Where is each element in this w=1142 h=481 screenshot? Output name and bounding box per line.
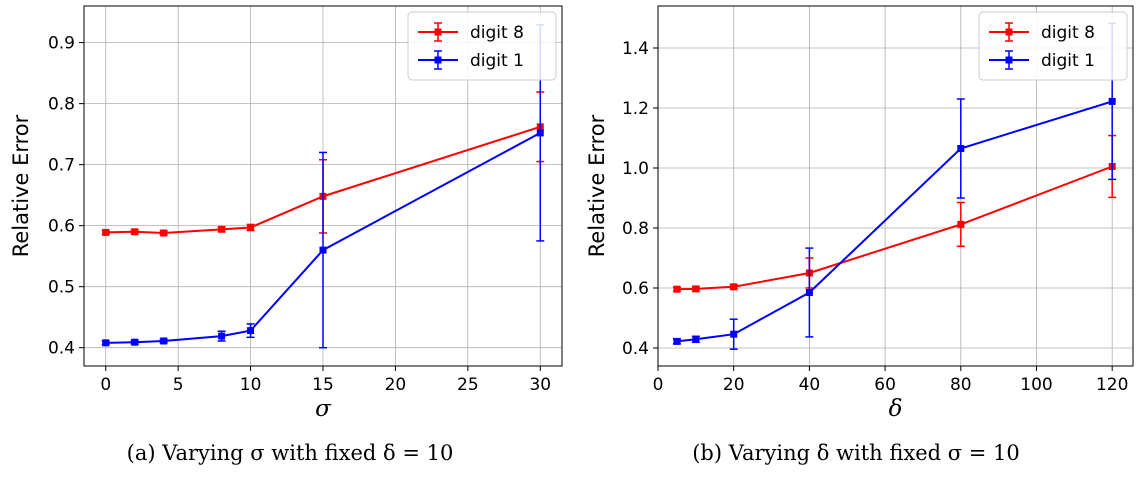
y-tick-label-b: 0.4 <box>622 339 649 359</box>
x-tick-label-b: 0 <box>653 375 664 395</box>
data-point-a-1 <box>536 129 544 137</box>
panel-a-chart: 0 5 10 15 20 25 30 0.4 0.5 0.6 0.7 0.8 0.9 σ Relative … <box>9 5 563 422</box>
y-tick-label-a: 0.6 <box>48 217 75 237</box>
x-tick-label-b: 120 <box>1096 375 1128 395</box>
x-tick-label-a: 25 <box>457 375 479 395</box>
x-axis-label-b: δ <box>889 396 903 422</box>
y-tick-label-b: 1.4 <box>622 39 649 59</box>
data-point-a-1 <box>218 332 226 340</box>
x-tick-label-b: 80 <box>950 375 972 395</box>
y-tick-label-b: 0.8 <box>622 219 649 239</box>
data-point-b-1 <box>692 335 700 343</box>
caption-a: (a) Varying σ with fixed δ = 10 <box>127 441 454 465</box>
panel-b-chart: 0 20 40 60 80 100 120 0.4 0.6 0.8 1.0 1.2 1.4 δ Relati… <box>585 5 1134 422</box>
x-tick-label-b: 100 <box>1020 375 1052 395</box>
legend-marker-a-0 <box>434 28 442 36</box>
legend-box-a <box>407 11 557 81</box>
legend-marker-b-1 <box>1005 56 1013 64</box>
x-tick-label-a: 30 <box>529 375 551 395</box>
legend-label-b-0: digit 8 <box>1041 23 1095 43</box>
data-point-b-1 <box>1108 97 1116 105</box>
legend-box-b <box>978 11 1128 81</box>
x-tick-label-a: 0 <box>100 375 111 395</box>
data-point-a-0 <box>131 228 139 236</box>
plot-frame-a <box>83 5 563 367</box>
y-tick-label-a: 0.7 <box>48 156 75 176</box>
y-tick-label-b: 0.6 <box>622 279 649 299</box>
data-point-a-0 <box>160 229 168 237</box>
y-tick-label-a: 0.5 <box>48 278 75 298</box>
data-point-a-1 <box>131 338 139 346</box>
data-point-a-1 <box>102 339 110 347</box>
data-point-b-0 <box>673 285 681 293</box>
legend-marker-b-0 <box>1005 28 1013 36</box>
series-line-b-1 <box>676 100 1113 343</box>
y-tick-label-b: 1.0 <box>622 159 649 179</box>
data-point-b-1 <box>805 289 813 296</box>
x-tick-label-a: 5 <box>173 375 184 395</box>
data-point-a-1 <box>319 246 327 254</box>
x-tick-label-a: 20 <box>385 375 407 395</box>
x-tick-label-b: 40 <box>799 375 821 395</box>
legend-label-a-1: digit 1 <box>470 51 524 71</box>
y-tick-label-a: 0.9 <box>48 34 75 54</box>
y-axis-label-b: Relative Error <box>585 114 609 257</box>
y-tick-label-a: 0.8 <box>48 95 75 115</box>
legend-label-a-0: digit 8 <box>470 23 524 43</box>
data-point-b-1 <box>673 337 681 345</box>
x-axis-label-a: σ <box>315 396 332 422</box>
x-tick-label-a: 10 <box>240 375 262 395</box>
data-point-b-0 <box>730 283 738 291</box>
data-point-b-1 <box>730 330 738 338</box>
plot-frame-b <box>657 5 1134 367</box>
data-point-a-0 <box>247 223 255 231</box>
data-point-a-1 <box>160 337 168 345</box>
legend-marker-a-1 <box>434 56 442 64</box>
data-point-b-0 <box>692 285 700 293</box>
data-point-a-0 <box>218 225 226 233</box>
data-point-a-1 <box>247 327 255 335</box>
x-tick-label-b: 60 <box>874 375 896 395</box>
data-point-b-1 <box>957 145 965 152</box>
x-tick-label-b: 20 <box>723 375 745 395</box>
y-tick-label-a: 0.4 <box>48 339 75 359</box>
caption-b: (b) Varying δ with fixed σ = 10 <box>692 441 1020 465</box>
y-axis-label-a: Relative Error <box>9 114 33 257</box>
x-tick-label-a: 15 <box>312 375 334 395</box>
y-tick-label-b: 1.2 <box>622 99 649 119</box>
legend-label-b-1: digit 1 <box>1041 51 1095 71</box>
data-point-b-0 <box>957 220 965 228</box>
data-point-a-0 <box>102 228 110 236</box>
